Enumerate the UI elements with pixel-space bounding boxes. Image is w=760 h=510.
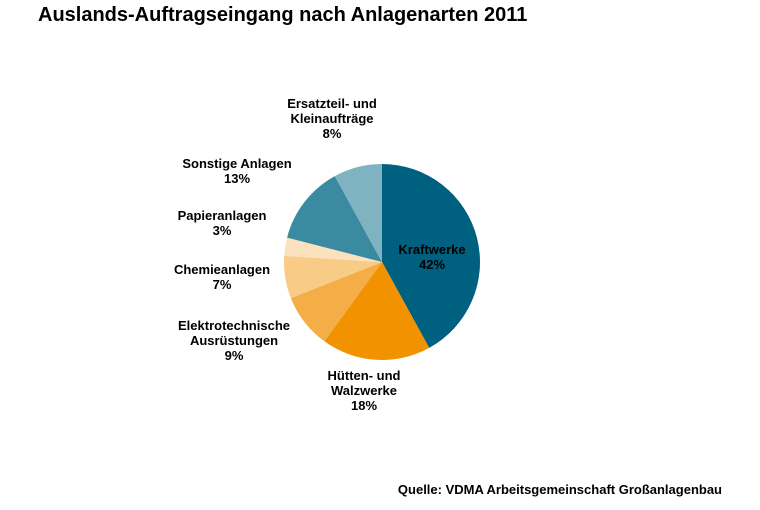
slice-name-label: Chemieanlagen bbox=[174, 262, 270, 277]
slice-name-label: Walzwerke bbox=[331, 383, 397, 398]
pie-slice bbox=[283, 255, 382, 299]
slice-value-label: 3% bbox=[213, 223, 232, 238]
pie-slice bbox=[334, 164, 382, 262]
pie-labels: Kraftwerke 42% Hütten- und Walzwerke 18% Elek… bbox=[174, 96, 466, 413]
slice-name-label: Papieranlagen bbox=[178, 208, 267, 223]
slice-value-label: 8% bbox=[323, 126, 342, 141]
slice-label: Papieranlagen 3% bbox=[178, 208, 267, 238]
slice-value-label: 13% bbox=[224, 171, 250, 186]
slice-value-label: 7% bbox=[213, 277, 232, 292]
pie-slice bbox=[284, 237, 382, 262]
pie-slice bbox=[382, 164, 481, 348]
slice-name-label: Ersatzteil- und bbox=[287, 96, 377, 111]
slice-name-label: Kraftwerke bbox=[398, 242, 465, 257]
slice-label: Chemieanlagen 7% bbox=[174, 262, 270, 292]
slice-label: Sonstige Anlagen 13% bbox=[182, 156, 291, 186]
pie-slice bbox=[324, 262, 430, 360]
source-note: Quelle: VDMA Arbeitsgemeinschaft Großanl… bbox=[397, 482, 722, 497]
slice-label: Ersatzteil- und Kleinaufträge 8% bbox=[287, 96, 377, 141]
slice-name-label: Ausrüstungen bbox=[190, 333, 278, 348]
slice-name-label: Elektrotechnische bbox=[178, 318, 290, 333]
slice-label: Kraftwerke 42% bbox=[398, 242, 465, 272]
pie-slices bbox=[283, 164, 481, 360]
slice-value-label: 9% bbox=[225, 348, 244, 363]
slice-value-label: 18% bbox=[351, 398, 377, 413]
slice-label: Elektrotechnische Ausrüstungen 9% bbox=[178, 318, 290, 363]
slice-name-label: Kleinaufträge bbox=[290, 111, 373, 126]
chart-title: Auslands-Auftragseingang nach Anlagenart… bbox=[38, 4, 528, 26]
slice-name-label: Hütten- und bbox=[328, 368, 401, 383]
pie-slice bbox=[287, 176, 382, 262]
pie-slice bbox=[290, 262, 382, 342]
slice-name-label: Sonstige Anlagen bbox=[182, 156, 291, 171]
slice-value-label: 42% bbox=[419, 257, 445, 272]
slice-label: Hütten- und Walzwerke 18% bbox=[328, 368, 401, 413]
